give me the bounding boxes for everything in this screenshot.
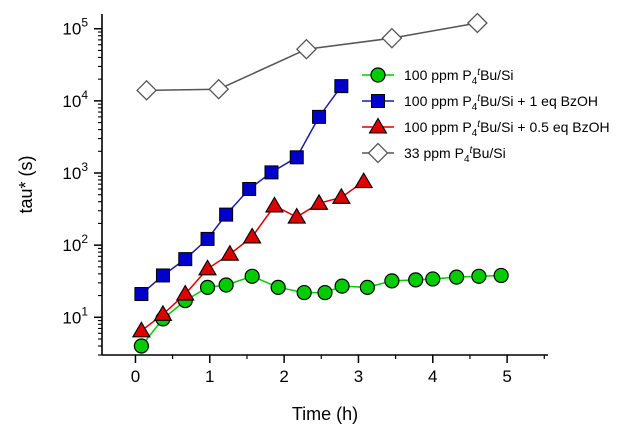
data-point — [360, 280, 374, 294]
data-point — [450, 270, 464, 284]
data-point — [244, 228, 261, 243]
data-point — [426, 272, 440, 286]
y-tick-label: 103 — [62, 160, 88, 183]
series-square — [135, 80, 348, 301]
series-circle — [134, 268, 508, 353]
series-triangle — [133, 173, 372, 337]
data-point — [243, 183, 256, 196]
y-tick-label: 104 — [62, 88, 88, 111]
data-point — [385, 274, 399, 288]
legend-marker — [371, 68, 385, 82]
legend-entry: 100 ppm P4tBu/Si + 0.5 eq BzOH — [404, 119, 610, 139]
data-point — [137, 81, 156, 100]
data-point — [468, 14, 487, 33]
legend-marker — [370, 119, 387, 134]
data-point — [179, 253, 192, 266]
legend-marker — [369, 144, 388, 163]
data-point — [297, 286, 311, 300]
x-tick-label: 0 — [131, 367, 140, 386]
y-tick-label: 101 — [62, 304, 88, 327]
data-point — [135, 288, 148, 301]
series-line — [141, 86, 341, 294]
data-point — [156, 269, 169, 282]
data-point — [219, 278, 233, 292]
x-tick-label: 1 — [205, 367, 214, 386]
data-point — [201, 280, 215, 294]
data-point — [220, 208, 233, 221]
y-tick-label: 102 — [62, 232, 88, 255]
data-point — [494, 268, 508, 282]
data-point — [288, 209, 305, 224]
data-point — [318, 286, 332, 300]
y-tick-label: 105 — [62, 16, 88, 39]
legend: 100 ppm P4tBu/Si 100 ppm P4tBu/Si + 1 eq … — [362, 67, 610, 165]
legend-marker — [372, 95, 385, 108]
data-point — [333, 189, 350, 204]
data-point — [266, 197, 283, 212]
x-tick-label: 4 — [428, 367, 437, 386]
data-point — [201, 232, 214, 245]
data-point — [265, 166, 278, 179]
data-point — [472, 269, 486, 283]
data-point — [355, 173, 372, 188]
data-point — [335, 279, 349, 293]
data-point — [245, 269, 259, 283]
series-diamond — [137, 14, 487, 100]
legend-entry: 100 ppm P4tBu/Si + 1 eq BzOH — [404, 93, 598, 113]
data-point — [297, 40, 316, 59]
data-point — [199, 260, 216, 275]
data-point — [271, 280, 285, 294]
axes: 0 1 2 3 4 5 101 102 103 104 105 — [62, 14, 548, 386]
data-point — [209, 80, 228, 99]
legend-entry: 100 ppm P4tBu/Si — [404, 67, 514, 87]
legend-entry: 33 ppm P4tBu/Si — [404, 145, 506, 165]
data-point — [382, 29, 401, 48]
x-tick-label: 3 — [354, 367, 363, 386]
y-axis-title: tau* (s) — [16, 155, 36, 213]
data-point — [134, 339, 148, 353]
data-point — [335, 80, 348, 93]
data-point — [290, 151, 303, 164]
x-tick-label: 2 — [279, 367, 288, 386]
x-axis-title: Time (h) — [292, 404, 358, 424]
data-point — [313, 110, 326, 123]
x-tick-label: 5 — [502, 367, 511, 386]
data-point — [133, 322, 150, 337]
data-point — [409, 273, 423, 287]
data-point — [221, 246, 238, 261]
series-group — [133, 14, 508, 353]
